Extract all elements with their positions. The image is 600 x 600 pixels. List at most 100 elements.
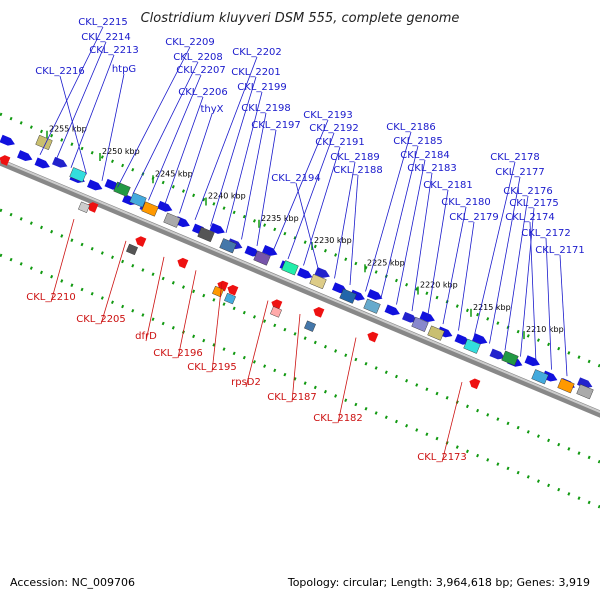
- plus-gene-label-leader: [545, 237, 552, 370]
- gene-block: [141, 201, 159, 217]
- minus-cds-shape: [0, 155, 11, 166]
- gene-block-rect: [501, 350, 519, 366]
- plus-gene-label-leader: [39, 26, 104, 155]
- gene-block: [339, 288, 357, 304]
- minus-gene-label: CKL_2210: [26, 292, 76, 303]
- gene-block: [163, 212, 181, 228]
- plus-gene-label: CKL_2175: [509, 198, 559, 209]
- plus-cds-shape: [489, 348, 505, 360]
- plus-gene-label: CKL_2207: [176, 65, 226, 76]
- kbp-tick-label: 2255 kbp: [49, 125, 87, 134]
- plus-gene-label-leader: [520, 207, 535, 357]
- plus-gene-label-leader: [473, 161, 516, 338]
- plus-gene-label-leader: [427, 189, 449, 318]
- plus-gene-label: CKL_2181: [423, 180, 473, 191]
- plus-gene-label-leader: [225, 91, 263, 234]
- gene-labels: CKL_2215 CKL_2214 CKL_2213 CKL_2216 htpG CKL_…: [26, 17, 585, 463]
- plus-gene-label: CKL_2209: [165, 37, 215, 48]
- minus-block-rect: [270, 306, 282, 318]
- plus-cds: [52, 156, 68, 168]
- plus-cds-shape: [17, 150, 33, 161]
- gene-block: [531, 369, 549, 385]
- minus-block: [304, 320, 316, 332]
- gene-block-rect: [531, 369, 549, 385]
- gene-block-rect: [35, 134, 53, 151]
- plus-gene-label-leader: [559, 254, 568, 377]
- plus-gene-label-leader: [303, 146, 341, 266]
- minus-gene-label-leader: [145, 256, 165, 342]
- plus-gene-label: CKL_2176: [503, 186, 553, 197]
- ruler-line-2: [0, 253, 600, 509]
- plus-cds-shape: [0, 134, 15, 146]
- minus-cds-shape: [469, 378, 481, 390]
- gene-block: [363, 298, 381, 314]
- kbp-tick-label: 2245 kbp: [155, 169, 193, 178]
- plus-gene-label-leader: [411, 172, 433, 312]
- minus-block: [78, 201, 90, 213]
- plus-gene-label-leader: [272, 119, 329, 253]
- plus-gene-label-leader: [55, 41, 107, 162]
- gene-block: [129, 192, 147, 208]
- plus-cds: [17, 150, 33, 161]
- plus-cds: [384, 304, 400, 316]
- plus-gene-label: CKL_2215: [78, 17, 128, 28]
- gene-block: [219, 238, 237, 254]
- kbp-tick-label: 2230 kbp: [314, 236, 352, 245]
- plus-gene-label-leader: [504, 195, 529, 351]
- gene-block-rect: [463, 338, 481, 354]
- plus-gene-label: CKL_2186: [386, 122, 436, 133]
- minus-block: [126, 243, 138, 256]
- minus-cds-shape: [87, 202, 99, 213]
- minus-cds-shape: [367, 331, 379, 343]
- plus-gene-label: CKL_2194: [271, 173, 321, 184]
- gene-block-rect: [309, 273, 327, 290]
- feature-track: [0, 134, 594, 400]
- plus-cds: [297, 267, 313, 279]
- plus-gene-label: CKL_2172: [521, 228, 571, 239]
- minus-cds-shape: [135, 236, 147, 247]
- plus-gene-label: CKL_2192: [309, 123, 359, 134]
- minus-cds: [367, 331, 379, 343]
- plus-cds: [0, 134, 15, 146]
- plus-cds-shape: [87, 179, 103, 191]
- minus-gene-label-leader: [337, 337, 357, 424]
- plus-gene-label: CKL_2184: [400, 150, 450, 161]
- map-title: Clostridium kluyveri DSM 555, complete g…: [141, 11, 460, 26]
- gene-block-rect: [339, 288, 357, 304]
- gene-block-rect: [141, 201, 159, 217]
- gene-block-rect: [253, 250, 271, 266]
- plus-cds-shape: [367, 289, 383, 300]
- gene-block: [309, 273, 327, 290]
- plus-gene-label-leader: [163, 96, 204, 208]
- minus-gene-label: CKL_2187: [267, 392, 317, 403]
- plus-gene-label-leader: [101, 73, 125, 181]
- minus-gene-label-leader: [291, 313, 301, 403]
- gene-block-rect: [411, 316, 429, 332]
- plus-gene-label-leader: [148, 74, 202, 201]
- plus-gene-label-leader: [117, 46, 191, 188]
- plus-gene-label: CKL_2189: [330, 152, 380, 163]
- minus-gene-label: dfrD: [135, 331, 157, 342]
- plus-cds: [34, 157, 50, 169]
- minus-block: [270, 306, 282, 318]
- plus-gene-label: CKL_2201: [231, 67, 281, 78]
- plus-gene-label-leader: [529, 221, 537, 364]
- kbp-tick-label: 2220 kbp: [420, 281, 458, 290]
- plus-gene-label-leader: [380, 145, 419, 299]
- plus-cds-shape: [34, 157, 50, 169]
- plus-gene-label: CKL_2206: [178, 87, 228, 98]
- plus-cds: [262, 245, 278, 256]
- minus-block-rect: [126, 243, 138, 256]
- plus-gene-label-leader: [132, 61, 199, 195]
- minus-gene-label-leader: [441, 381, 463, 463]
- plus-cds-shape: [419, 311, 435, 323]
- minus-block-rect: [224, 292, 236, 305]
- plus-gene-label: CKL_2213: [89, 45, 139, 56]
- plus-cds: [489, 348, 505, 360]
- backbone-line: [0, 158, 600, 418]
- minus-gene-label: CKL_2173: [417, 452, 467, 463]
- minus-gene-label: CKL_2196: [153, 348, 203, 359]
- minus-cds: [87, 202, 99, 213]
- plus-cds-shape: [402, 311, 418, 323]
- gene-block: [197, 226, 215, 243]
